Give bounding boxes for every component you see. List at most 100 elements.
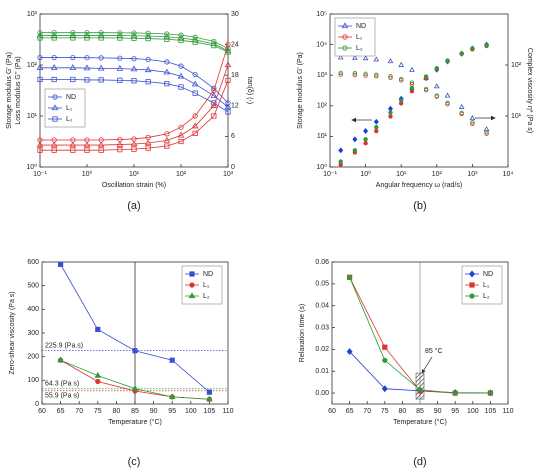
x-tick-label: 90 <box>434 408 442 415</box>
marker <box>177 131 185 138</box>
marker <box>51 35 57 41</box>
legend-marker <box>52 94 58 100</box>
y-tick-label: 10² <box>317 103 328 110</box>
marker <box>98 55 104 61</box>
marker <box>168 393 176 400</box>
marker <box>192 34 198 40</box>
x-tick-label: 10² <box>176 171 187 178</box>
marker <box>97 141 105 148</box>
marker <box>225 77 231 83</box>
annotation-arrow <box>421 356 433 374</box>
legend-label: L₁ <box>483 282 490 289</box>
x-tick-label: 85 <box>416 408 424 415</box>
legend-marker <box>189 271 195 277</box>
marker <box>452 390 458 396</box>
panel-label: (d) <box>413 456 426 468</box>
marker <box>116 31 124 38</box>
marker <box>399 78 404 83</box>
marker <box>131 384 139 391</box>
x-tick-label: 10⁰ <box>360 170 371 178</box>
marker <box>434 93 439 98</box>
marker <box>409 66 415 72</box>
marker <box>225 41 231 48</box>
marker <box>131 35 137 41</box>
y-tick-label: 10¹ <box>317 133 328 140</box>
x-tick-label: 10³ <box>467 171 478 178</box>
x-tick-label: 110 <box>222 408 233 415</box>
x-axis-label: Oscillation strain (%) <box>102 182 166 189</box>
series-line <box>40 64 229 146</box>
y-tick-label: 10⁵ <box>316 11 327 18</box>
marker <box>69 141 77 148</box>
marker <box>164 131 170 137</box>
marker <box>169 357 175 363</box>
marker <box>132 348 138 354</box>
y-tick-label: 0.06 <box>315 259 329 266</box>
y-tick-label: 10⁰ <box>26 163 37 171</box>
series-line <box>40 57 229 104</box>
marker <box>192 113 198 119</box>
marker <box>164 31 170 37</box>
marker <box>338 70 343 76</box>
marker <box>98 35 104 41</box>
x-tick-label: 75 <box>381 408 389 415</box>
marker <box>51 54 57 61</box>
marker <box>484 43 489 48</box>
marker <box>458 103 465 109</box>
legend-marker <box>341 22 349 29</box>
x-tick-label: 95 <box>451 408 459 415</box>
annotation: 85 °C <box>425 347 443 355</box>
x-tick-label: 65 <box>57 408 65 415</box>
series-line <box>40 79 229 113</box>
y2-tick-label: 10² <box>511 62 522 69</box>
marker <box>130 32 138 38</box>
marker <box>487 390 493 396</box>
y-tick-label: 300 <box>27 330 39 337</box>
x-tick-label: 10³ <box>223 171 234 178</box>
y-tick-label: 0.00 <box>315 390 329 397</box>
marker <box>337 54 344 60</box>
marker <box>163 68 171 75</box>
marker <box>423 74 429 79</box>
legend-marker <box>469 282 475 288</box>
marker <box>83 31 91 38</box>
panel-label: (a) <box>127 200 140 212</box>
y-axis-label: Zero-shear viscosity (Pa s) <box>9 291 16 374</box>
marker <box>163 136 171 143</box>
marker <box>70 35 76 41</box>
marker <box>225 100 231 106</box>
marker <box>37 54 43 61</box>
marker <box>94 371 102 378</box>
legend-label: ND <box>356 23 366 30</box>
marker <box>423 86 429 92</box>
marker <box>363 71 368 77</box>
marker <box>117 55 123 61</box>
marker <box>434 65 439 71</box>
marker <box>37 76 43 83</box>
marker <box>373 118 379 125</box>
legend-marker <box>52 116 58 122</box>
marker <box>382 357 388 363</box>
x-tick-label: 10² <box>432 171 443 178</box>
marker <box>191 36 199 43</box>
marker <box>50 64 58 70</box>
x-tick-label: 10¹ <box>129 171 140 178</box>
y-tick-label: 10⁴ <box>316 41 327 48</box>
marker <box>36 64 44 70</box>
marker <box>164 59 170 65</box>
marker <box>84 35 90 41</box>
marker <box>373 56 380 62</box>
legend-marker <box>469 270 475 278</box>
marker <box>84 30 90 36</box>
marker <box>388 110 393 115</box>
marker <box>164 36 170 42</box>
x-tick-label: 100 <box>467 408 479 415</box>
x-axis-label: Temperature (°C) <box>108 418 162 426</box>
marker <box>374 124 379 130</box>
marker <box>98 147 104 153</box>
y-tick-label: 200 <box>27 354 39 361</box>
y-tick-label: 0.03 <box>315 324 329 331</box>
marker <box>362 55 369 61</box>
y-tick-label: 0 <box>35 401 39 408</box>
series-line <box>40 37 229 53</box>
